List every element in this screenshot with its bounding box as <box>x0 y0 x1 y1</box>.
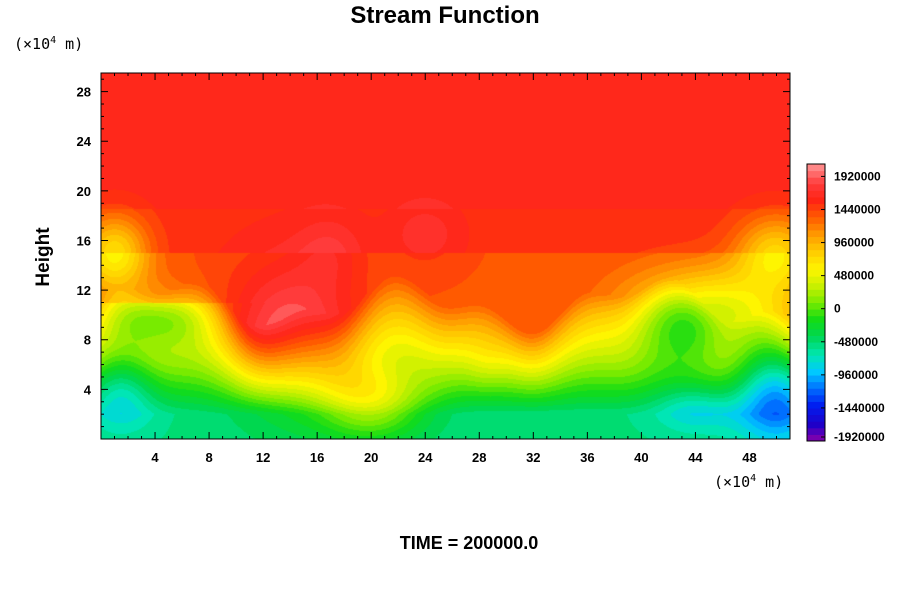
colorbar-tick-label: -1440000 <box>834 401 885 415</box>
colorbar-band <box>807 394 825 402</box>
colorbar-tick-label: 0 <box>834 302 841 316</box>
colorbar-band <box>807 236 825 244</box>
colorbar-band <box>807 269 825 277</box>
colorbar-band <box>807 388 825 396</box>
colorbar-band <box>807 203 825 211</box>
colorbar-band <box>807 414 825 422</box>
x-tick-label: 24 <box>418 450 433 465</box>
x-tick-label: 36 <box>580 450 594 465</box>
colorbar-band <box>807 427 825 435</box>
colorbar-band <box>807 243 825 251</box>
colorbar-tick-label: 960000 <box>834 236 874 250</box>
colorbar-band <box>807 262 825 271</box>
y-tick-label: 12 <box>77 283 91 298</box>
colorbar-band <box>807 196 825 205</box>
colorbar-band <box>807 256 825 264</box>
plot-area <box>100 72 791 440</box>
x-tick-label: 40 <box>634 450 648 465</box>
colorbar-band <box>807 375 825 383</box>
y-tick-label: 20 <box>77 184 91 199</box>
colorbar-tick-label: 1920000 <box>834 169 881 183</box>
colorbar-band <box>807 190 825 198</box>
x-unit-label: (×104 m) <box>714 473 783 491</box>
plot-frame <box>100 72 791 440</box>
colorbar-band <box>807 322 825 330</box>
colorbar-band <box>807 361 825 369</box>
y-axis-label: Height <box>33 227 54 287</box>
y-tick-label: 28 <box>77 85 91 100</box>
y-tick-label: 24 <box>77 134 92 149</box>
x-tick-label: 8 <box>205 450 212 465</box>
colorbar-band <box>807 276 825 284</box>
colorbar-band <box>807 295 825 303</box>
colorbar-band <box>807 381 825 389</box>
colorbar-tick-label: -1920000 <box>834 430 885 444</box>
x-tick-label: 4 <box>151 450 159 465</box>
colorbar-band <box>807 183 825 191</box>
colorbar-band <box>807 368 825 376</box>
colorbar-band <box>807 302 825 310</box>
y-tick-label: 8 <box>84 333 91 348</box>
colorbar-tick-label: -480000 <box>834 335 878 349</box>
x-tick-label: 20 <box>364 450 378 465</box>
colorbar-band <box>807 210 825 218</box>
colorbar-band <box>807 289 825 297</box>
y-tick-label: 4 <box>84 382 92 397</box>
colorbar-band <box>807 408 825 416</box>
x-tick-label: 48 <box>742 450 756 465</box>
colorbar-band <box>807 355 825 363</box>
y-tick-label: 16 <box>77 233 91 248</box>
colorbar-band <box>807 229 825 238</box>
x-tick-label: 44 <box>688 450 703 465</box>
colorbar-tick-label: 480000 <box>834 269 874 283</box>
colorbar-tick-label: -960000 <box>834 368 878 382</box>
colorbar-band <box>807 249 825 257</box>
colorbar-band <box>807 421 825 429</box>
colorbar-band <box>807 282 825 290</box>
x-tick-label: 32 <box>526 450 540 465</box>
colorbar-band <box>807 177 825 185</box>
colorbar-band <box>807 342 825 350</box>
colorbar: 1920000 1440000 960000 480000 0 -480000 -96000… <box>806 163 885 444</box>
colorbar-band <box>807 335 825 343</box>
colorbar-band <box>807 309 825 317</box>
x-tick-label: 28 <box>472 450 486 465</box>
x-axis-ticks: 4 8 12 16 20 24 28 32 36 40 44 48 <box>114 73 777 465</box>
colorbar-band <box>807 170 825 178</box>
colorbar-band <box>807 315 825 323</box>
y-unit-label: (×104 m) <box>14 35 83 53</box>
colorbar-band <box>807 348 825 356</box>
time-footer: TIME = 200000.0 <box>400 533 539 553</box>
colorbar-band <box>807 223 825 231</box>
colorbar-band <box>807 164 825 172</box>
colorbar-band <box>807 328 825 336</box>
heatmap-raster <box>101 73 790 439</box>
colorbar-band <box>807 434 825 442</box>
x-tick-label: 12 <box>256 450 270 465</box>
colorbar-band <box>807 401 825 409</box>
chart-title: Stream Function <box>350 2 539 29</box>
colorbar-frame <box>806 163 826 442</box>
y-axis-ticks: 4 8 12 16 20 24 28 <box>77 78 790 428</box>
colorbar-band <box>807 216 825 224</box>
colorbar-tick-label: 1440000 <box>834 202 881 216</box>
x-tick-label: 16 <box>310 450 324 465</box>
